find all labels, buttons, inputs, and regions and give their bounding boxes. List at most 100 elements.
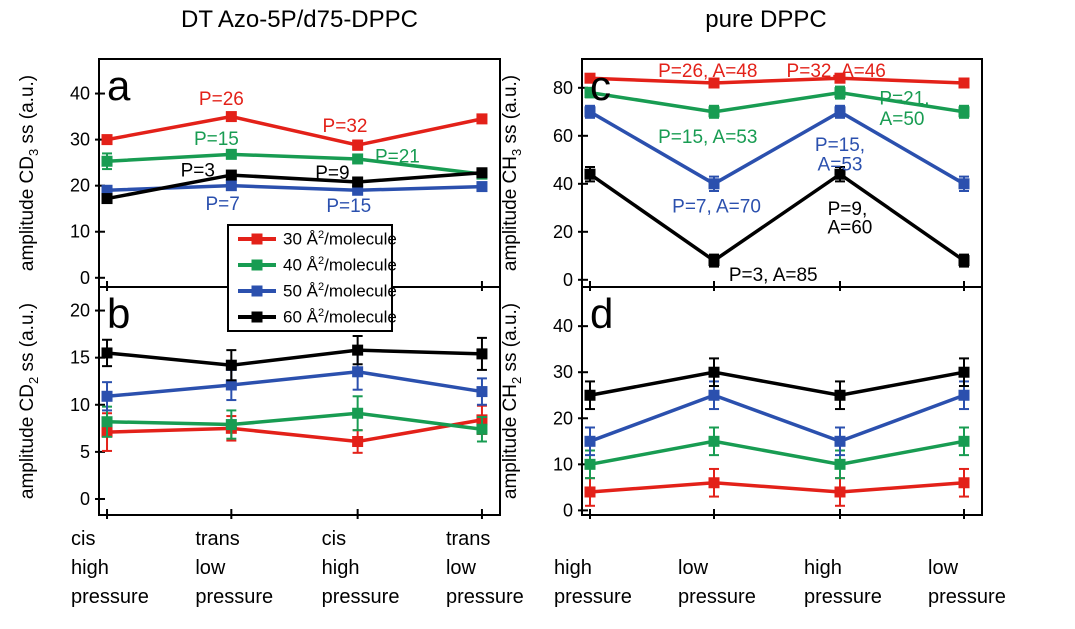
data-point-marker [834,389,846,401]
y-tick-label: 80 [553,78,573,98]
data-point-marker [958,77,970,89]
annotation: A=50 [880,109,925,130]
x-category-label-line: pressure [321,586,400,608]
annotation: P=32, A=46 [787,61,886,82]
x-category-label-line: low [678,557,709,579]
y-axis-label-d-text: amplitude CH [500,384,521,500]
data-point-marker [225,180,237,192]
axis-border-d [581,286,983,516]
data-point-marker [101,184,113,196]
data-point-marker [958,106,970,118]
y-tick-label: 20 [70,176,90,196]
data-point-marker [958,178,970,190]
y-tick-label: 40 [70,84,90,104]
x-category-label: cis high pressure [322,525,452,612]
series-line-blue [106,370,483,399]
annotation: P=15, A=53 [658,127,757,148]
y-axis-label-c-sub: 3 [508,148,524,157]
y-tick-label: 10 [70,395,90,415]
x-category-label-line: pressure [195,586,274,608]
y-tick-label: 40 [553,174,573,194]
panel-letter-a: a [107,62,131,109]
y-tick-label: 0 [80,268,90,288]
data-point-marker [101,193,113,205]
data-point-marker [225,359,237,371]
x-category-label-line: high [71,557,109,579]
series-line-red [106,418,483,444]
y-tick-label: 0 [563,500,573,520]
legend: 30 Å2/molecule 40 Å2/molecule 50 Å2/mole… [227,224,397,332]
data-point-marker [584,168,596,180]
data-point-marker [352,139,364,151]
legend-marker-green [238,259,276,271]
panel-letter-d: d [590,290,613,337]
annotation: P=7 [205,194,239,215]
panel-letter-c: c [590,62,611,109]
data-point-marker [584,435,596,447]
annotation: P=15, [815,135,865,156]
series-line-red [106,114,483,147]
series-line-green [106,411,483,432]
x-category-label-line: cis [71,528,96,550]
y-axis-label-a-sub: 3 [25,148,41,157]
data-point-marker [834,486,846,498]
data-point-marker [584,486,596,498]
data-point-marker [101,390,113,402]
y-axis-label-b-text: amplitude CD [17,384,38,500]
y-axis-label-d-text2: ss (a.u.) [500,302,521,377]
legend-item-label: 40 Å2/molecule [283,254,397,275]
data-point-marker [352,184,364,196]
annotation: P=32 [323,116,368,137]
data-point-marker [352,407,364,419]
data-point-marker [584,87,596,99]
series-line-red [589,76,965,85]
legend-item: 50 Å2/molecule [229,278,397,304]
x-category-label-line: high [321,557,360,579]
data-point-marker [352,176,364,188]
series-line-red [589,481,965,494]
annotation: P=21 [375,147,420,168]
x-category-label-line: pressure [804,586,882,608]
data-point-marker [584,458,596,470]
annotation: P=7, A=70 [672,196,761,217]
x-category-label-line: pressure [71,586,149,608]
panel-letter-b: b [107,290,130,337]
x-category-label-line: pressure [928,586,1006,608]
data-point-marker [352,436,364,448]
legend-marker-red [238,233,276,245]
panel-title-left: DT Azo-5P/d75-DPPC [181,6,418,33]
annotation: P=26 [199,89,244,110]
data-point-marker [958,435,970,447]
annotation: P=3, A=85 [729,265,818,286]
data-point-marker [834,106,846,118]
data-point-marker [958,255,970,267]
annotation: P=9, [828,199,868,220]
data-point-marker [352,153,364,165]
y-axis-label-b-text2: ss (a.u.) [17,302,38,377]
annotation: P=9 [315,163,349,184]
data-point-marker [101,416,113,428]
data-point-marker [101,134,113,146]
data-point-marker [834,72,846,84]
x-category-label-line: pressure [445,586,524,608]
x-category-label: low pressure [928,554,1058,612]
y-axis-label-b: amplitude CD2 ss (a.u.) [17,201,43,601]
annotation: P=26, A=48 [658,61,757,82]
legend-item-label: 30 Å2/molecule [283,228,397,249]
series-line-green [589,439,965,467]
series-line-black [106,348,483,367]
legend-marker-blue [238,285,276,297]
legend-item: 30 Å2/molecule [229,226,397,252]
data-point-marker [225,148,237,160]
series-line-black [106,171,483,201]
data-point-marker [352,344,364,356]
legend-item: 40 Å2/molecule [229,252,397,278]
y-tick-label: 20 [553,408,573,428]
x-category-label-line: pressure [678,586,756,608]
annotation: P=21, [879,88,929,109]
data-point-marker [225,169,237,181]
data-point-marker [225,419,237,431]
data-point-marker [225,111,237,123]
